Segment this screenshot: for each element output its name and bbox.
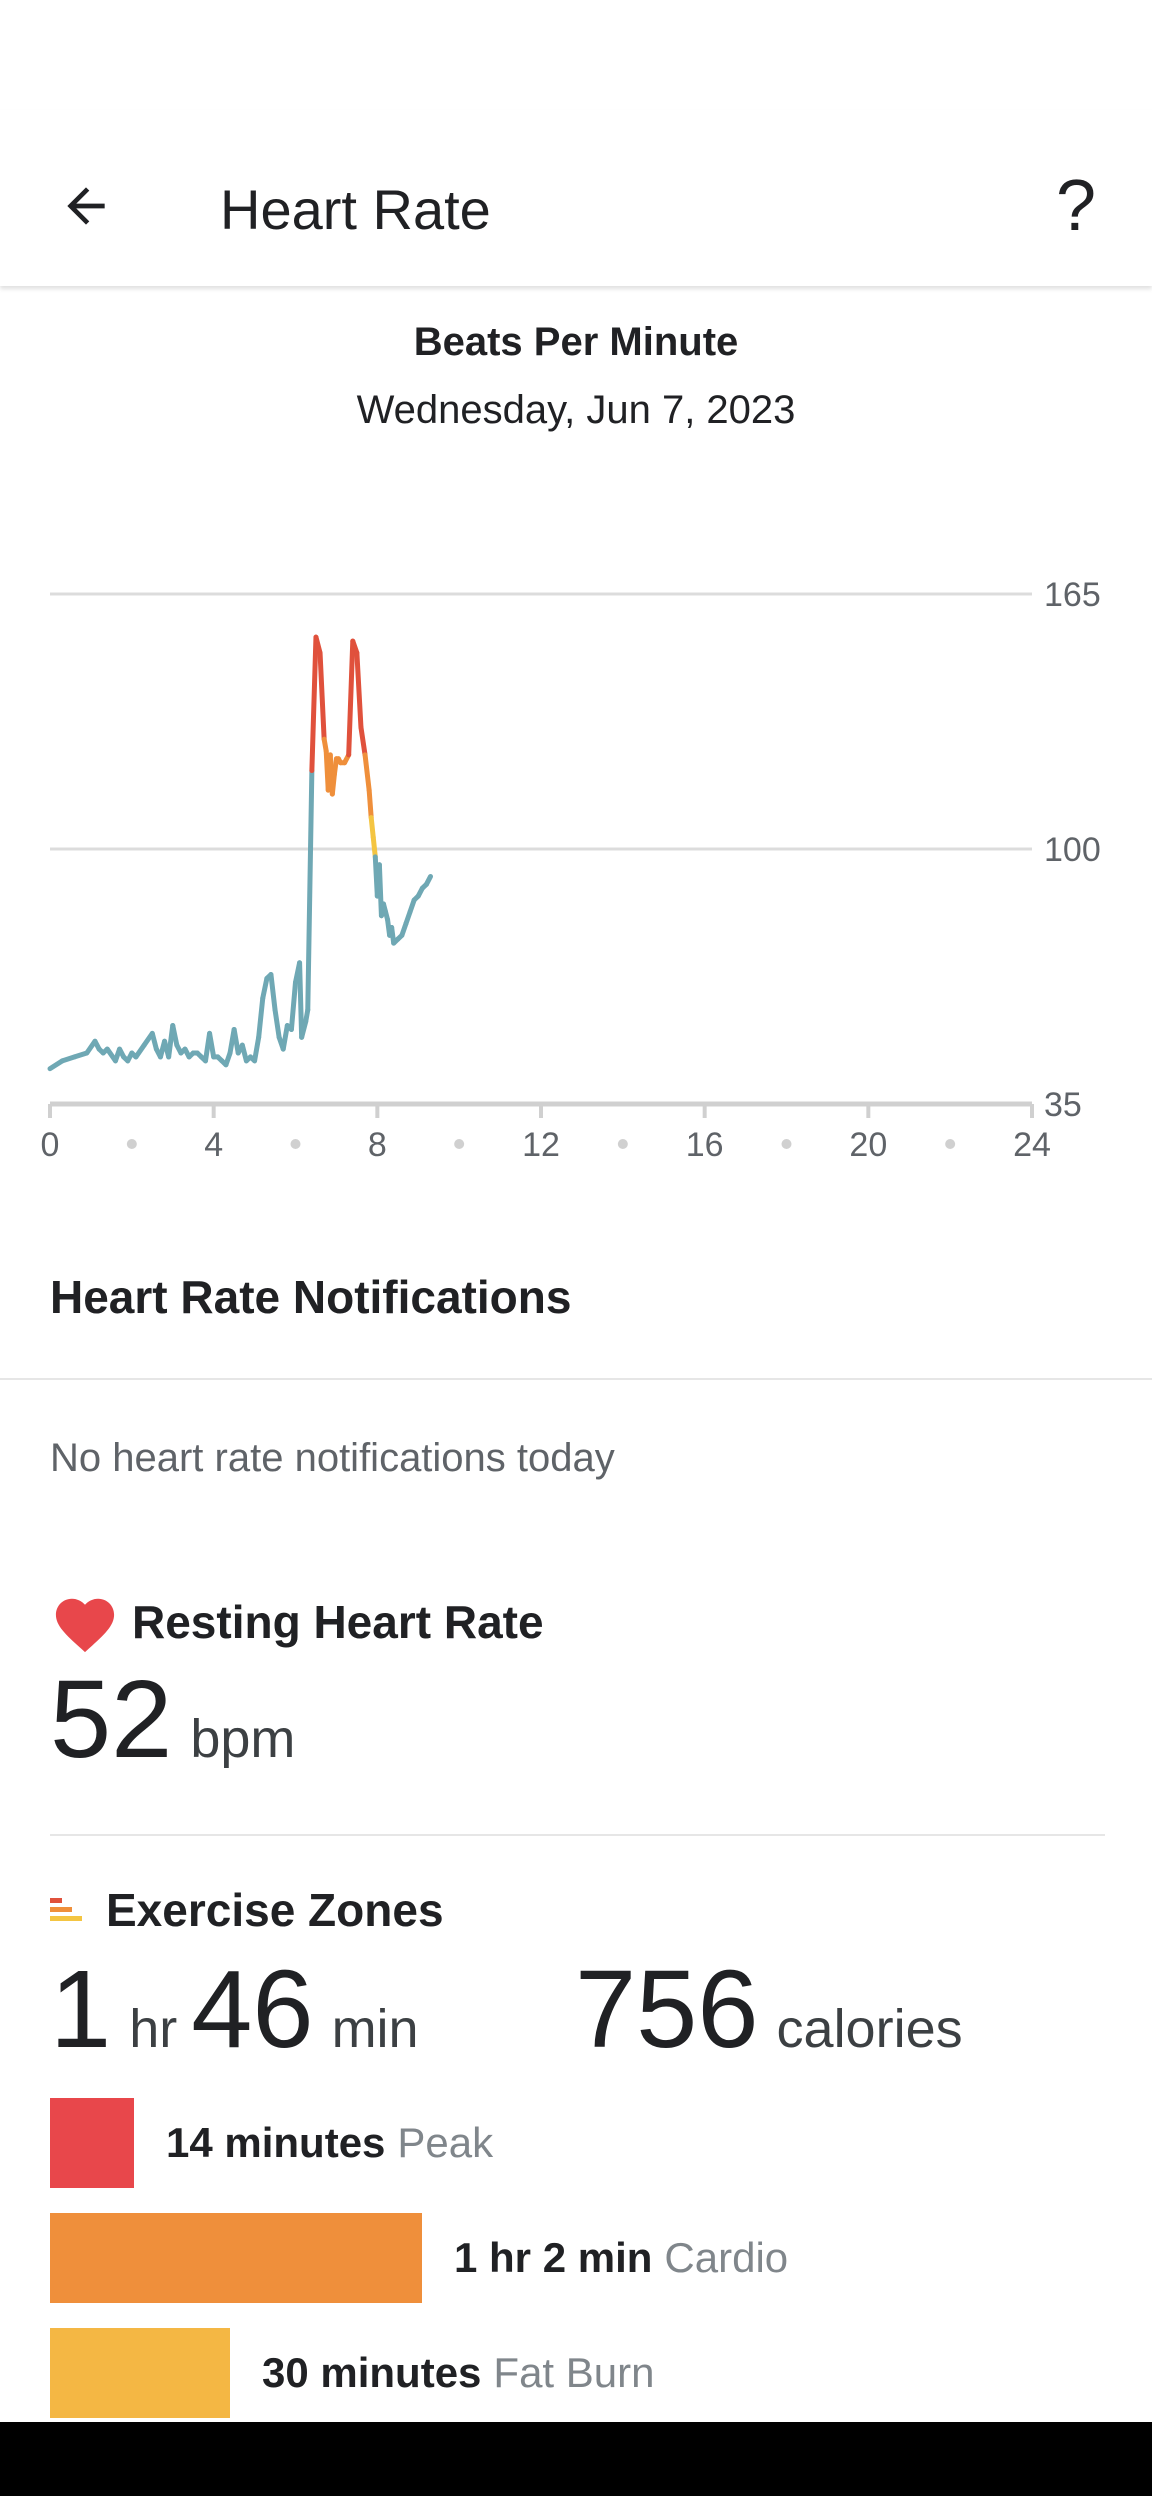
zone-bar-fat-burn (50, 2328, 230, 2418)
zones-icon (50, 1898, 82, 1921)
exercise-zones-title: Exercise Zones (106, 1884, 444, 1936)
zone-bar-peak (50, 2098, 134, 2188)
x-minor-dot (781, 1139, 792, 1149)
x-minor-dot (454, 1139, 465, 1149)
zone-row-cardio[interactable]: 1 hr 2 min Cardio (50, 2213, 788, 2303)
hr-line-segment (313, 634, 323, 656)
duration-hours: 1 (50, 1948, 112, 2071)
system-navigation-bar (0, 2422, 1152, 2496)
help-button[interactable]: ? (1055, 166, 1097, 246)
hr-line-segment (170, 1023, 180, 1048)
app-bar: Heart Rate ? (0, 110, 1152, 286)
x-tick-label: 24 (1013, 1126, 1051, 1164)
heart-rate-chart[interactable]: 35 100 165 0 4 8 12 16 20 24 (0, 560, 1152, 1180)
resting-bpm-number: 52 (50, 1658, 173, 1781)
zone-name: Cardio (664, 2234, 789, 2281)
hr-line-segment (366, 787, 374, 821)
hr-line-segment (331, 756, 339, 777)
resting-heart-rate-title: Resting Heart Rate (132, 1596, 544, 1648)
hr-line-segment (288, 979, 298, 1032)
exercise-duration: 1 hr 46 min (50, 1950, 433, 2070)
exercise-zones-header[interactable]: Exercise Zones (50, 1880, 444, 1940)
hr-line-segment (252, 1034, 262, 1064)
hr-line-segment (362, 752, 372, 793)
resting-heart-rate-value: 52 bpm (50, 1660, 309, 1780)
hr-line-segment (309, 634, 319, 774)
duration-hours-unit: hr (129, 1999, 178, 2059)
zone-row-peak[interactable]: 14 minutes Peak (50, 2098, 493, 2188)
hr-line-segment (354, 650, 364, 730)
page-title: Heart Rate (220, 178, 491, 241)
notifications-title: Heart Rate Notifications (50, 1271, 572, 1323)
hr-line-segment (305, 768, 315, 1013)
hr-line-segment (149, 1030, 159, 1052)
y-tick-label: 165 (1044, 576, 1101, 614)
back-button[interactable] (40, 160, 132, 252)
resting-bpm-unit: bpm (190, 1709, 296, 1769)
hr-line-segment (358, 724, 368, 758)
hr-line-segment (299, 1019, 309, 1040)
x-tick-label: 12 (522, 1126, 560, 1164)
heart-icon (55, 1598, 115, 1653)
duration-minutes-unit: min (331, 1999, 419, 2059)
x-minor-dot (126, 1139, 137, 1149)
exercise-calories: 756 calories (575, 1950, 977, 2070)
resting-heart-rate-header[interactable]: Resting Heart Rate (50, 1592, 544, 1653)
hr-line-segment (207, 1030, 217, 1060)
zone-value: 14 minutes (166, 2119, 386, 2166)
x-tick-label: 0 (41, 1126, 60, 1164)
x-tick-label: 16 (686, 1126, 724, 1164)
zone-name: Fat Burn (493, 2349, 655, 2396)
chart-date: Wednesday, Jun 7, 2023 (356, 388, 796, 432)
zone-name: Peak (397, 2119, 494, 2166)
calories-number: 756 (575, 1948, 759, 2071)
y-tick-label: 100 (1044, 831, 1101, 869)
hr-line-segment (256, 995, 266, 1040)
x-minor-dot (290, 1139, 301, 1149)
calories-unit: calories (776, 1999, 963, 2059)
zone-value: 1 hr 2 min (454, 2234, 653, 2281)
hr-line-segment (368, 815, 376, 840)
notifications-empty-text: No heart rate notifications today (50, 1436, 615, 1480)
arrow-back-icon (67, 187, 105, 225)
x-minor-dot (945, 1139, 956, 1149)
hr-line-segment (317, 650, 327, 742)
zone-bar-cardio (50, 2213, 422, 2303)
hr-line-segment (423, 873, 434, 887)
hr-line-segment (346, 638, 356, 758)
hr-line-segment (370, 834, 378, 860)
zone-value: 30 minutes (262, 2349, 482, 2396)
x-tick-label: 20 (849, 1126, 887, 1164)
hr-line-segment (268, 972, 278, 1013)
x-tick-label: 8 (368, 1126, 387, 1164)
x-tick-label: 4 (204, 1126, 223, 1164)
hr-line-segment (297, 960, 305, 1040)
hr-line-segment (260, 975, 270, 1001)
zone-row-fat-burn[interactable]: 30 minutes Fat Burn (50, 2328, 655, 2418)
divider (0, 1378, 1152, 1380)
hr-line-segment (280, 1023, 290, 1052)
status-bar (0, 0, 1152, 110)
x-minor-dot (617, 1139, 628, 1149)
chart-title: Beats Per Minute (413, 320, 739, 364)
divider (50, 1834, 1105, 1836)
y-tick-label: 35 (1044, 1086, 1082, 1124)
hr-line-segment (329, 771, 337, 797)
duration-minutes: 46 (191, 1948, 314, 2071)
hr-line-segment (272, 1007, 282, 1040)
